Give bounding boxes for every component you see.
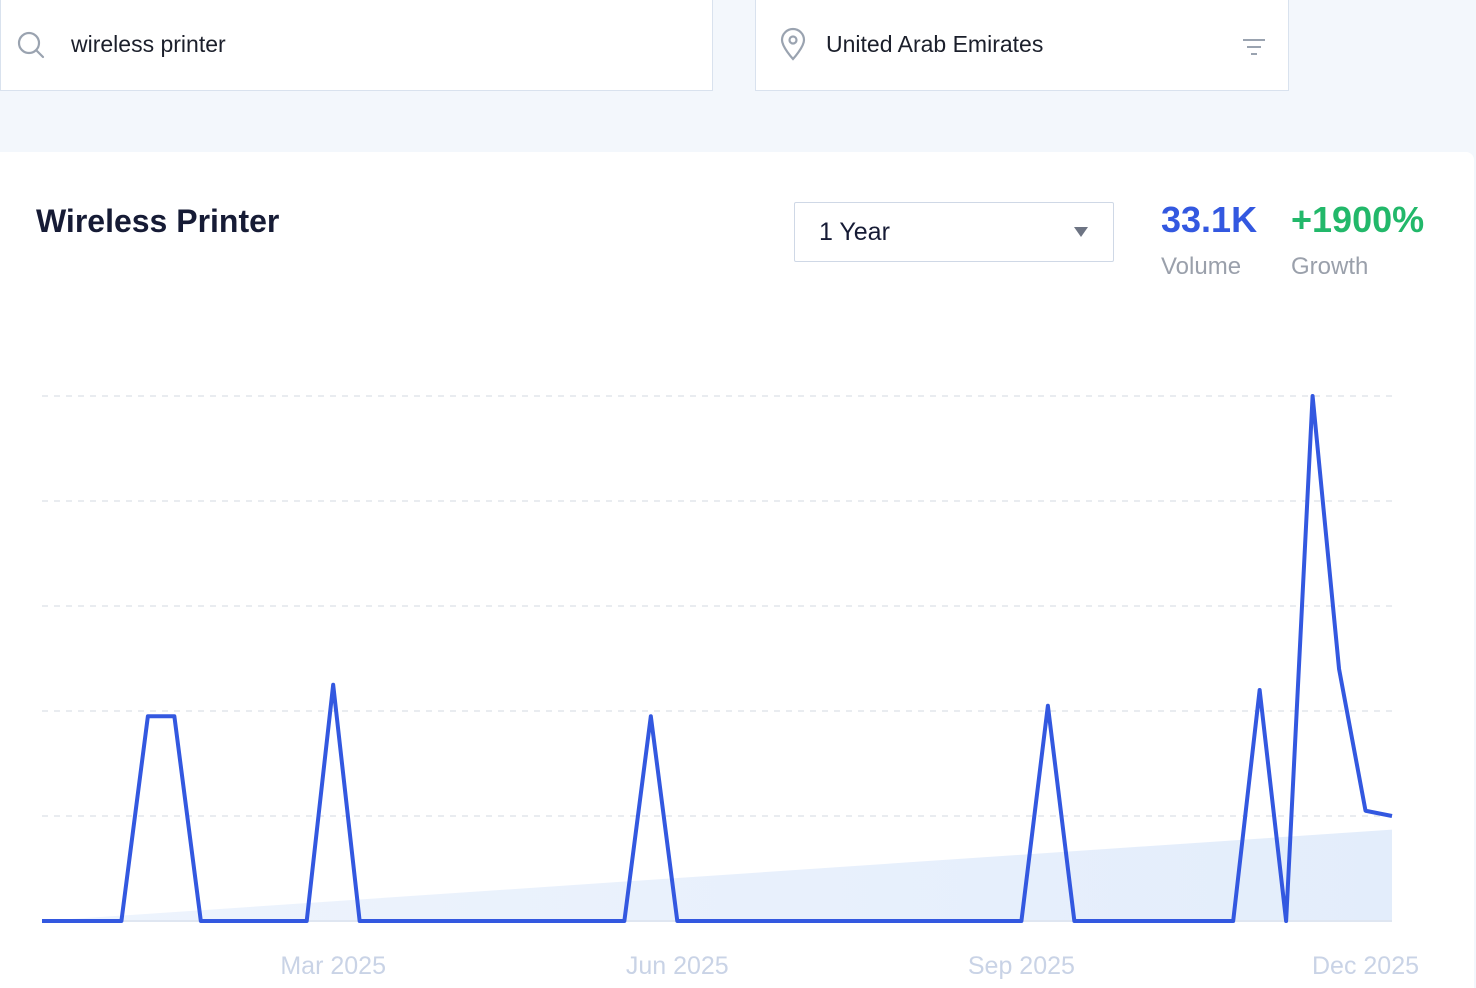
growth-value: +1900% [1291,199,1425,240]
x-tick-label: Dec 2025 [1312,952,1419,980]
growth-label: Growth [1291,253,1369,280]
x-tick-label: Jun 2025 [626,952,729,980]
search-box[interactable] [0,0,713,91]
trend-line [42,394,1393,923]
x-tick-label: Sep 2025 [968,952,1075,980]
search-icon [17,31,45,59]
location-icon [780,27,806,61]
volume-value: 33.1K [1161,199,1258,240]
filter-icon[interactable] [1242,38,1266,56]
x-tick-label: Mar 2025 [280,952,386,980]
location-text: United Arab Emirates [826,31,1044,57]
search-query: wireless printer [71,31,226,57]
dropdown-arrow [1074,227,1088,237]
location-box[interactable] [755,0,1289,91]
period-text: 1 Year [819,218,890,246]
volume-label: Volume [1161,253,1242,280]
period-dropdown[interactable]: 1 Year [794,202,1114,262]
trend-area [42,829,1392,921]
panel-title: Wireless Printer [36,203,280,239]
